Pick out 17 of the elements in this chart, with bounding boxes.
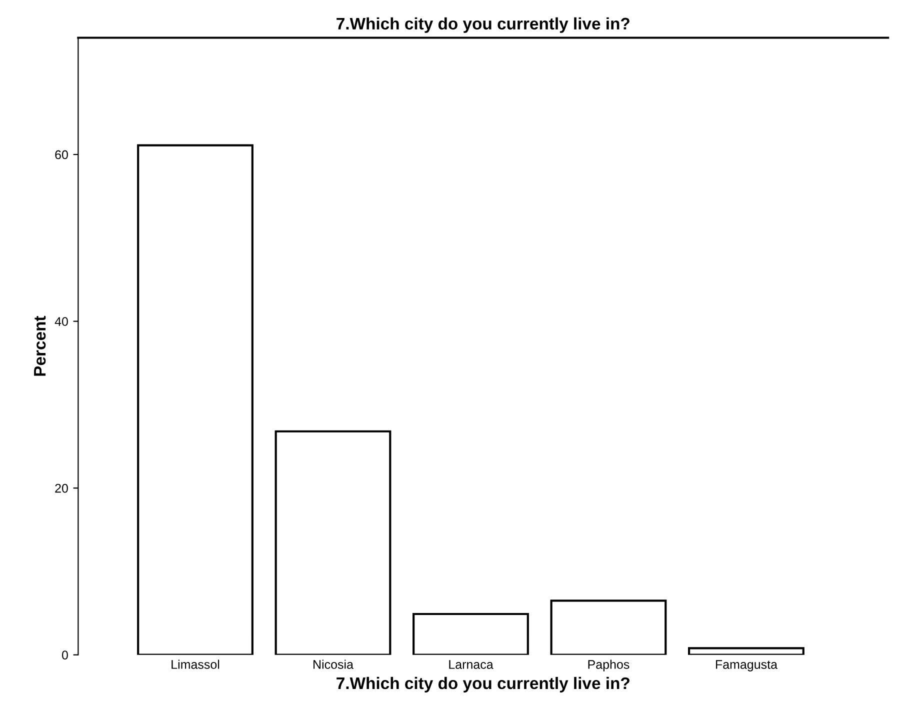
bar	[274, 430, 392, 655]
y-tick-label: 60	[55, 150, 68, 160]
bar	[550, 600, 667, 655]
bar	[412, 612, 529, 655]
x-tick-label: Famagusta	[716, 660, 778, 672]
x-tick-label: Limassol	[172, 660, 220, 669]
x-tick-label: Larnaca	[449, 660, 494, 669]
y-axis-title: Percent	[34, 316, 46, 376]
y-tick-label: 40	[54, 317, 68, 326]
y-tick-label: 0	[62, 650, 68, 660]
x-tick-label: Paphos	[588, 660, 630, 672]
bar	[137, 144, 254, 655]
chart-title: 7.Which city do you currently live in?	[336, 17, 630, 33]
x-tick-label: Nicosia	[314, 660, 354, 669]
bar	[688, 647, 804, 655]
y-tick-label: 20	[55, 484, 68, 493]
x-axis-title: 7.Which city do you currently live in?	[336, 676, 630, 692]
